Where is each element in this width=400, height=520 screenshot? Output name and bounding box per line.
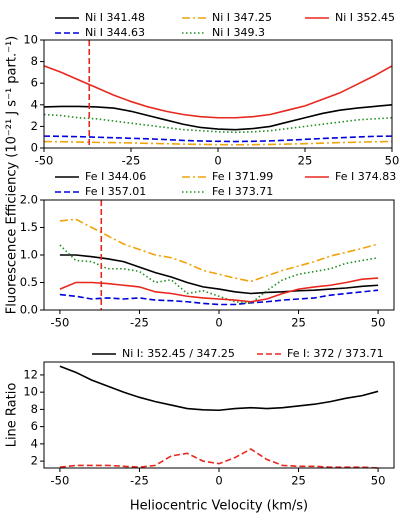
legend-label: Ni I 349.3 [212, 26, 265, 39]
y-axis-label: Line Ratio [5, 383, 20, 448]
x-tick-label: -25 [122, 154, 141, 168]
y-axis-label: Fluorescence Efficiency (10⁻²¹ J s⁻¹ par… [5, 36, 20, 314]
x-tick-label: -25 [130, 474, 149, 488]
y-tick-label: 6 [31, 419, 38, 433]
legend-label: Fe I 374.83 [335, 170, 396, 183]
y-tick-label: 6 [31, 76, 38, 90]
y-tick-label: 2 [31, 454, 38, 468]
x-tick-label: 50 [371, 316, 386, 330]
x-tick-label: -25 [130, 316, 149, 330]
x-tick-label: -50 [35, 154, 54, 168]
y-tick-label: 8 [31, 402, 38, 416]
y-tick-label: 2.0 [20, 193, 38, 207]
series-line [59, 365, 379, 412]
legend-label: Fe I 373.71 [212, 185, 273, 198]
x-tick-label: 25 [291, 316, 306, 330]
legend-label: Fe I: 372 / 373.71 [287, 347, 384, 360]
series-line [59, 218, 379, 283]
y-tick-label: 10 [23, 33, 38, 47]
legend-label: Fe I 357.01 [85, 185, 146, 198]
legend-label: Ni I 347.25 [212, 11, 272, 24]
series-line [43, 104, 393, 131]
y-tick-label: 2 [31, 119, 38, 133]
legend-label: Ni I 344.63 [85, 26, 145, 39]
legend-label: Ni I: 352.45 / 347.25 [122, 347, 235, 360]
x-tick-label: -50 [51, 474, 70, 488]
y-tick-label: 10 [23, 385, 38, 399]
x-tick-label: 50 [371, 474, 386, 488]
series-line [59, 244, 379, 305]
series-line [43, 135, 393, 143]
y-tick-label: 0 [31, 141, 38, 155]
x-tick-label: 25 [291, 474, 306, 488]
y-tick-label: 0.0 [20, 303, 38, 317]
series-line [43, 65, 393, 119]
series-line [59, 448, 379, 469]
x-tick-label: 0 [215, 474, 222, 488]
x-tick-label: -50 [51, 316, 70, 330]
x-tick-label: 0 [215, 316, 222, 330]
legend-label: Ni I 341.48 [85, 11, 145, 24]
series-line [59, 277, 379, 303]
x-tick-label: 25 [298, 154, 313, 168]
y-tick-label: 4 [31, 97, 38, 111]
plot-frame [43, 39, 393, 149]
series-line [43, 140, 393, 146]
legend-label: Fe I 371.99 [212, 170, 273, 183]
series-line [59, 254, 379, 295]
y-tick-label: 1.0 [20, 248, 38, 262]
plot-frame [43, 361, 395, 469]
x-tick-label: 50 [385, 154, 400, 168]
plot-frame [43, 199, 395, 311]
legend-label: Fe I 344.06 [85, 170, 146, 183]
y-tick-label: 1.5 [20, 220, 38, 234]
legend-label: Ni I 352.45 [335, 11, 395, 24]
series-line [59, 289, 379, 306]
y-tick-label: 12 [23, 367, 38, 381]
y-tick-label: 4 [31, 436, 38, 450]
y-tick-label: 8 [31, 54, 38, 68]
x-axis-label: Heliocentric Velocity (km/s) [130, 499, 308, 514]
x-tick-label: 0 [214, 154, 221, 168]
y-tick-label: 0.5 [20, 275, 38, 289]
